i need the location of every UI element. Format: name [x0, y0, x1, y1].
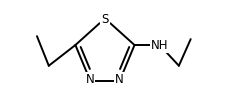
Text: N: N: [115, 73, 124, 86]
Text: S: S: [101, 12, 109, 26]
Text: NH: NH: [151, 39, 169, 52]
Text: N: N: [86, 73, 94, 86]
